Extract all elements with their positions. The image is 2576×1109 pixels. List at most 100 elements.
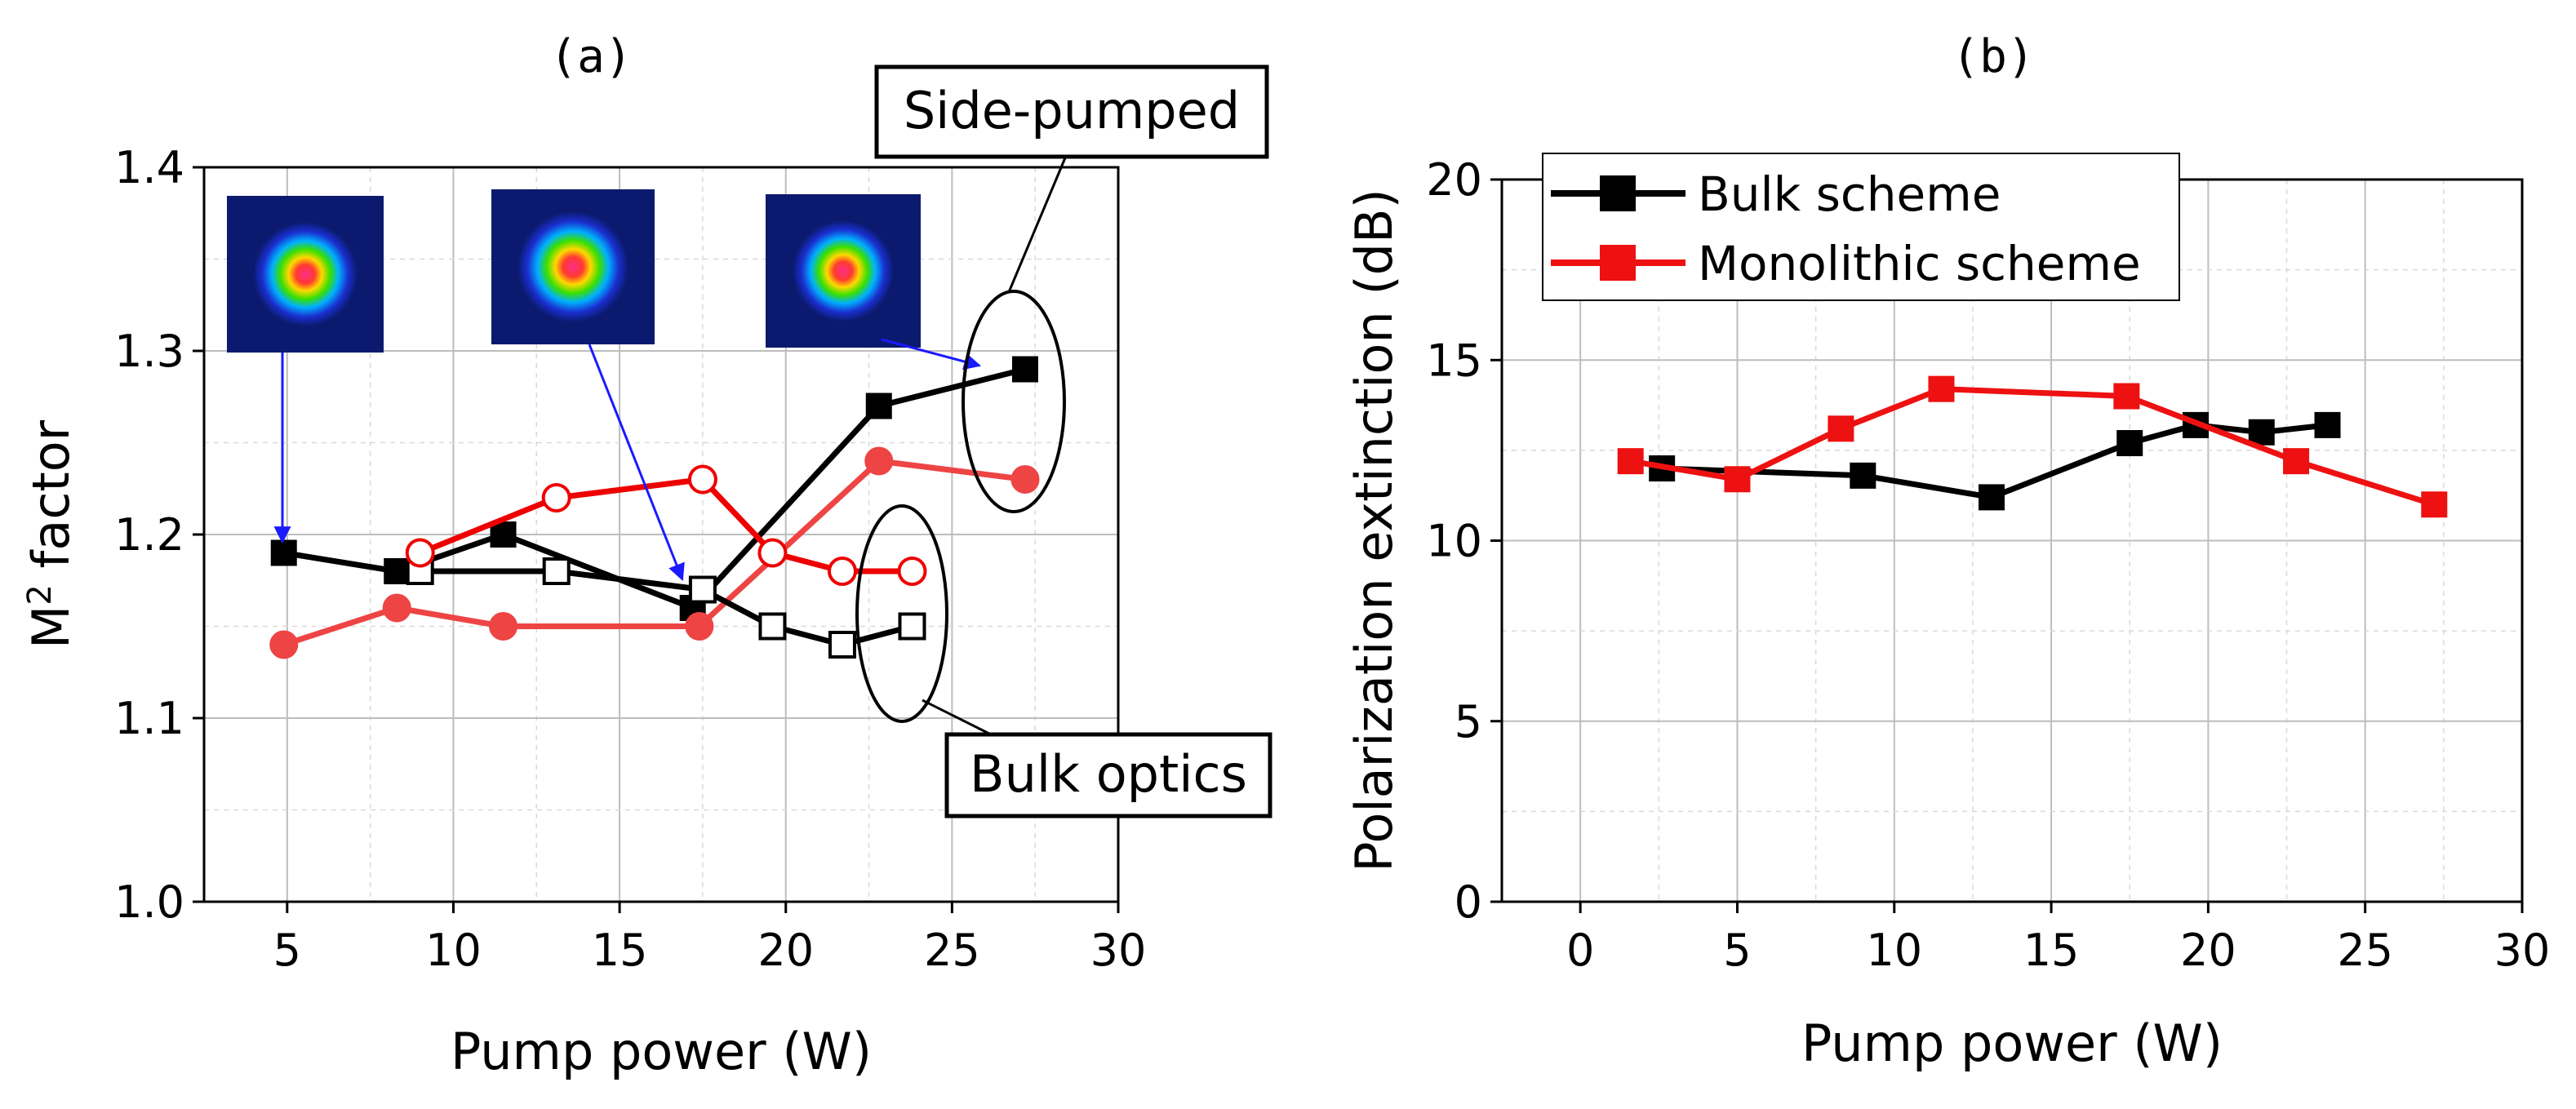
data-point	[865, 393, 892, 419]
panel-a-x-axis-label: Pump power (W)	[451, 1022, 872, 1081]
beam-profile-inset-3	[766, 194, 921, 348]
panel-b-ticks: 0 5 10 15 20 25 30 0 5 10 15 20	[1426, 154, 2550, 976]
y-tick-label: 1.0	[114, 876, 184, 928]
x-tick-label: 10	[425, 925, 482, 976]
legend-marker-monolithic	[1600, 245, 1636, 281]
legend-label-monolithic: Monolithic scheme	[1698, 236, 2141, 291]
data-point	[757, 538, 788, 568]
data-point	[541, 483, 571, 512]
x-tick-label: 15	[2023, 925, 2080, 976]
x-tick-label: 5	[273, 925, 301, 976]
series-a-0	[270, 356, 1038, 621]
x-tick-label: 10	[1866, 925, 1922, 976]
y-tick-label: 1.1	[114, 693, 184, 744]
x-tick-label: 30	[2494, 925, 2551, 976]
data-point	[2116, 430, 2143, 457]
series-b-1	[1617, 375, 2448, 518]
data-point	[405, 538, 435, 568]
x-tick-label: 30	[1090, 925, 1147, 976]
data-point	[2248, 419, 2275, 446]
data-point	[1979, 484, 2005, 511]
data-point	[1828, 415, 1854, 442]
legend: Bulk scheme Monolithic scheme	[1542, 153, 2180, 301]
panel-b-x-axis-label: Pump power (W)	[1801, 1014, 2223, 1073]
panel-b-series	[1617, 375, 2448, 518]
series-b-0	[1649, 411, 2341, 511]
data-point	[828, 631, 856, 659]
bulk-optics-label: Bulk optics	[970, 744, 1247, 804]
series-line	[283, 366, 1026, 611]
legend-marker-bulk	[1600, 175, 1636, 211]
panel-a-ticks: 5 10 15 20 25 30 1.0 1.1 1.2 1.3 1.4	[114, 142, 1146, 976]
data-point	[1011, 356, 1038, 383]
beam-profile-inset-1	[227, 196, 384, 353]
side-pumped-label: Side-pumped	[904, 81, 1240, 140]
data-point	[1617, 448, 1644, 475]
data-point	[2113, 383, 2140, 410]
data-point	[489, 612, 518, 641]
series-a-1	[269, 446, 1040, 659]
x-tick-label: 20	[2180, 925, 2236, 976]
data-point	[1724, 466, 1751, 493]
y-tick-label: 1.2	[114, 509, 184, 561]
data-point	[1928, 375, 1955, 402]
series-line	[282, 458, 1026, 648]
series-line	[1630, 386, 2436, 508]
y-tick-label: 1.4	[114, 142, 184, 193]
inset-arrow-2	[588, 344, 685, 581]
data-point	[897, 557, 927, 586]
data-point	[269, 630, 299, 659]
data-point	[758, 612, 787, 641]
x-tick-label: 20	[757, 925, 814, 976]
bulk-optics-ellipse	[855, 504, 948, 723]
panel-a-title: (a)	[549, 30, 632, 83]
y-tick-label: 5	[1455, 696, 1482, 747]
series-a-3	[405, 464, 927, 586]
y-tick-label: 20	[1426, 154, 1482, 206]
y-tick-label: 1.3	[114, 326, 184, 377]
data-point	[1010, 465, 1040, 494]
data-point	[1850, 462, 1876, 489]
x-tick-label: 25	[2337, 925, 2393, 976]
x-tick-label: 25	[924, 925, 980, 976]
data-point	[384, 558, 411, 584]
legend-box	[1542, 153, 2180, 301]
x-tick-label: 0	[1566, 925, 1594, 976]
data-point	[490, 521, 517, 548]
data-point	[898, 612, 926, 641]
x-tick-label: 5	[1723, 925, 1751, 976]
side-pumped-leader	[1007, 140, 1074, 293]
data-point	[2314, 411, 2341, 438]
panel-a-series	[269, 356, 1040, 659]
data-point	[270, 539, 297, 566]
panel-b-title: (b)	[1952, 30, 2034, 83]
data-point	[382, 593, 411, 623]
data-point	[542, 557, 571, 585]
panel-a-y-axis-label: M2 factor	[21, 419, 81, 649]
legend-item-monolithic: Monolithic scheme	[1551, 236, 2141, 291]
y-tick-label: 0	[1455, 876, 1482, 928]
beam-profile-inset-2	[491, 189, 655, 344]
data-point	[2421, 491, 2448, 518]
y-tick-label: 15	[1426, 335, 1482, 386]
inset-arrows	[273, 338, 982, 581]
legend-item-bulk: Bulk scheme	[1551, 166, 2001, 222]
data-point	[685, 612, 714, 641]
data-point	[687, 464, 717, 495]
panel-a: (a) 5 10 15 20 25 30 1.0 1.1 1.2 1.3 1.4	[21, 30, 1272, 1081]
data-point	[688, 575, 717, 604]
inset-arrow-3	[881, 338, 982, 370]
legend-label-bulk: Bulk scheme	[1698, 166, 2001, 222]
y-tick-label: 10	[1426, 516, 1482, 567]
data-point	[827, 557, 857, 586]
x-tick-label: 15	[592, 925, 648, 976]
bulk-optics-callout: Bulk optics	[944, 732, 1272, 818]
data-point	[864, 446, 894, 476]
panel-b-y-axis-label: Polarization extinction (dB)	[1344, 189, 1404, 872]
side-pumped-ellipse	[962, 290, 1066, 513]
data-point	[2283, 448, 2310, 475]
panel-b: (b) 0 5 10 15 20 25 30 0 5 10 15 20 Bulk scheme Mon…	[1344, 30, 2550, 1073]
beam-profile-insets	[227, 189, 921, 353]
series-a-2	[406, 557, 926, 659]
